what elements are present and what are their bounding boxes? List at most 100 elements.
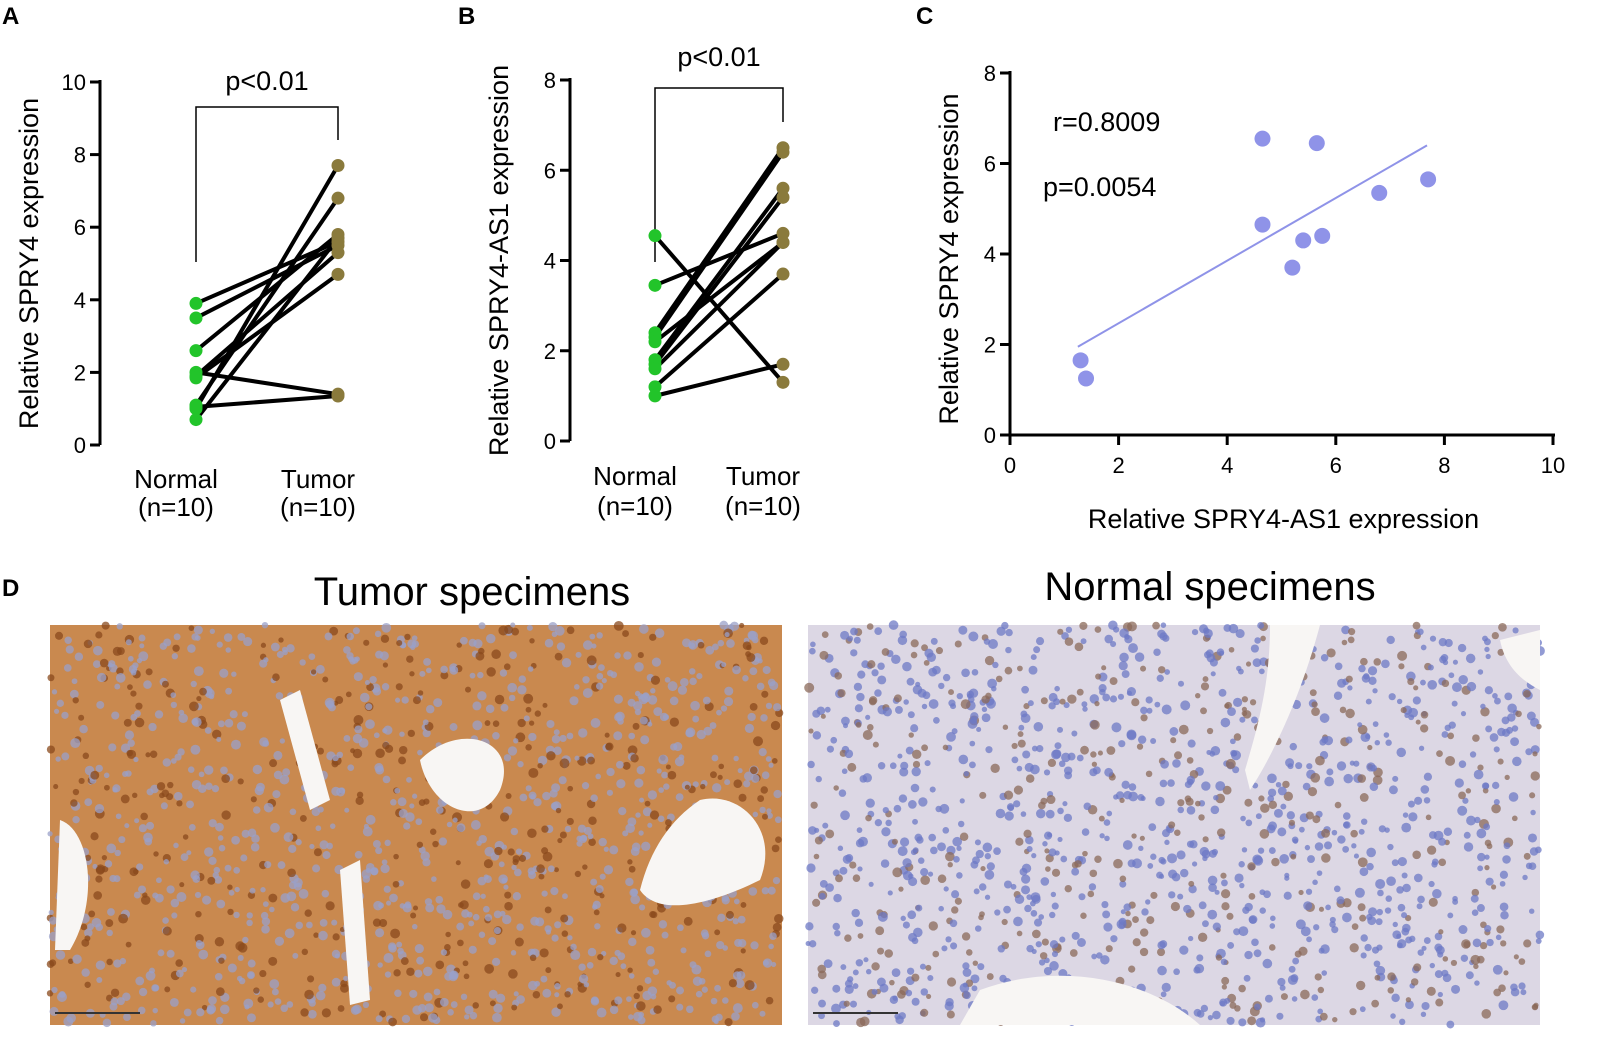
cell	[1212, 922, 1221, 931]
cell	[1233, 928, 1241, 936]
cell	[838, 789, 847, 797]
point	[776, 375, 790, 389]
cell	[1180, 868, 1189, 878]
cell	[1238, 861, 1245, 868]
cell	[930, 637, 938, 645]
cell	[224, 864, 232, 872]
cell	[912, 818, 918, 825]
cell	[970, 974, 980, 984]
cell	[1436, 750, 1443, 757]
cell	[811, 986, 819, 994]
cell	[735, 978, 745, 989]
cell	[880, 859, 890, 868]
cell	[1139, 928, 1149, 937]
cell	[1504, 692, 1513, 701]
cell	[149, 750, 158, 758]
cell	[1011, 756, 1019, 764]
cell	[1495, 934, 1502, 941]
cell	[656, 768, 662, 774]
cell	[561, 930, 569, 937]
cell	[981, 713, 991, 723]
cell	[1329, 921, 1336, 928]
cell	[554, 992, 560, 998]
cell	[133, 891, 141, 899]
cell	[854, 918, 864, 927]
cell	[432, 840, 439, 848]
cell	[1320, 653, 1329, 662]
cell	[902, 858, 912, 868]
cell	[1254, 1003, 1261, 1011]
cell	[1444, 638, 1453, 648]
cell	[614, 949, 621, 957]
cell	[446, 821, 453, 828]
cell	[1095, 673, 1102, 680]
cell	[1397, 856, 1407, 867]
cell	[538, 873, 545, 880]
cell	[251, 834, 260, 843]
cell	[1119, 875, 1127, 883]
point	[189, 311, 203, 325]
cell	[401, 696, 409, 704]
cell	[592, 904, 598, 910]
tissue-gap	[1500, 630, 1540, 690]
cell	[307, 975, 315, 983]
cell	[397, 797, 407, 807]
cell	[824, 706, 831, 713]
cell	[1463, 842, 1474, 852]
cell	[375, 748, 385, 759]
cell	[590, 997, 600, 1006]
cell	[1234, 873, 1244, 883]
cell	[61, 711, 69, 720]
cell	[856, 692, 865, 702]
cell	[1462, 797, 1469, 804]
cell	[510, 622, 516, 628]
cell	[46, 990, 54, 997]
cell	[1494, 697, 1501, 705]
cell	[633, 701, 643, 711]
cell	[749, 702, 758, 711]
cell	[1277, 977, 1286, 987]
cell	[984, 894, 991, 900]
cell	[590, 878, 598, 886]
cell	[1174, 751, 1183, 760]
cell	[440, 671, 449, 680]
cell	[1136, 743, 1144, 750]
cell	[759, 636, 769, 646]
cell	[513, 738, 519, 744]
cell	[1021, 885, 1031, 895]
cell	[211, 729, 222, 739]
cell	[58, 991, 66, 998]
cell	[1033, 918, 1043, 927]
cell	[106, 929, 113, 937]
cell	[574, 870, 582, 878]
cell	[1080, 745, 1089, 755]
cell	[477, 691, 487, 701]
cell	[282, 768, 291, 777]
cell	[1091, 953, 1097, 960]
cell	[382, 727, 388, 734]
cell	[1140, 665, 1147, 672]
cell	[1140, 706, 1148, 715]
cell	[1082, 706, 1088, 712]
cell	[309, 843, 315, 850]
cell	[613, 620, 624, 631]
cell	[1311, 707, 1320, 716]
cell	[761, 690, 769, 698]
cell	[1484, 839, 1492, 847]
cell	[122, 992, 131, 1001]
cell	[1264, 994, 1273, 1003]
cell	[1377, 889, 1384, 897]
cell	[818, 999, 826, 1008]
y-axis-title: Relative SPRY4 expression	[934, 93, 964, 424]
cell	[217, 720, 225, 728]
cell	[657, 815, 665, 823]
cell	[1074, 860, 1082, 868]
cell	[529, 954, 537, 962]
cell	[1373, 960, 1381, 968]
cell	[1474, 980, 1480, 986]
cell	[269, 906, 275, 913]
cell	[103, 772, 110, 779]
cell	[551, 631, 558, 638]
cell	[356, 791, 364, 799]
cell	[1248, 893, 1256, 900]
